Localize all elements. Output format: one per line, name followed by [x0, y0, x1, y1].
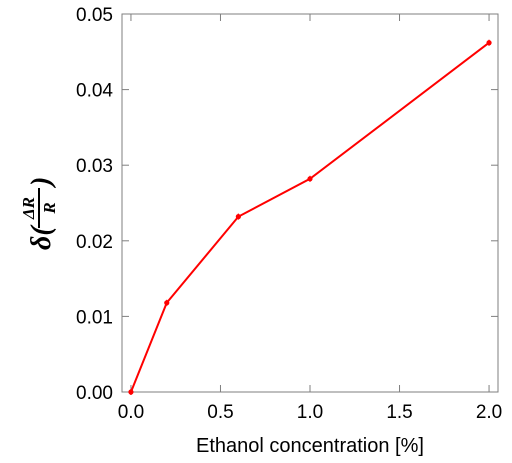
data-point [164, 300, 170, 306]
plot-frame [121, 13, 499, 393]
y-axis-label-prefix: δ( [26, 225, 57, 250]
y-tick-label: 0.01 [76, 307, 113, 328]
y-axis-label-suffix: ) [26, 177, 57, 189]
series-line [130, 41, 490, 393]
x-tick-label: 2.0 [476, 402, 502, 423]
y-tick-label: 0.00 [76, 383, 113, 404]
y-axis-label: δ( ΔR R ) [19, 177, 59, 250]
plot-area-border [121, 13, 499, 393]
x-axis-label: Ethanol concentration [%] [196, 435, 424, 457]
x-tick-label: 1.5 [386, 402, 412, 423]
data-point [235, 214, 241, 220]
y-axis-label-numerator: ΔR [19, 197, 38, 220]
data-point [128, 389, 134, 395]
x-tick-label: 0.5 [207, 402, 233, 423]
y-tick-label: 0.03 [76, 156, 113, 177]
x-tick-label: 1.0 [297, 402, 323, 423]
data-point [486, 40, 492, 46]
y-tick-label: 0.02 [76, 232, 113, 253]
x-axis-ticks: 0.0 0.5 1.0 1.5 2.0 [118, 14, 502, 423]
y-tick-label: 0.05 [76, 5, 113, 26]
data-point [307, 176, 313, 182]
y-axis-label-denominator: R [40, 202, 59, 214]
x-tick-label: 0.0 [118, 402, 144, 423]
y-axis-ticks: 0.00 0.01 0.02 0.03 0.04 0.05 [76, 5, 498, 404]
series-layer [128, 39, 492, 395]
y-tick-label: 0.04 [76, 81, 113, 102]
